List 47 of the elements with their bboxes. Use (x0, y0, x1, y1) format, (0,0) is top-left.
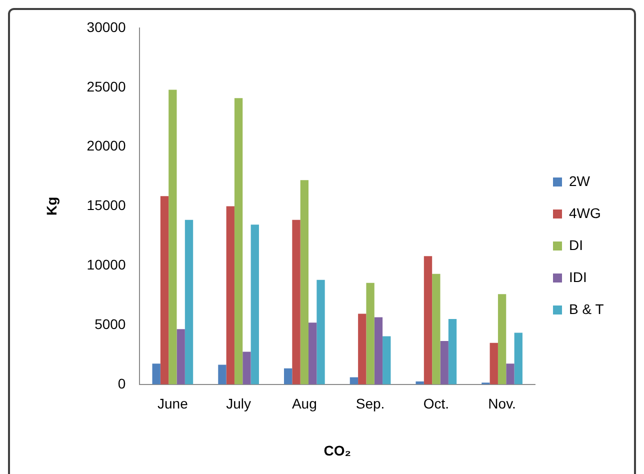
bar (308, 322, 317, 384)
bar (176, 329, 185, 384)
bar (300, 180, 309, 384)
bar (184, 220, 194, 384)
x-tick-label: Sep. (356, 396, 385, 412)
x-tick-label: Oct. (423, 396, 450, 412)
y-axis-title: Kg (43, 196, 60, 216)
y-tick-label: 10000 (86, 256, 126, 272)
x-tick-label: Aug (292, 396, 317, 412)
bar (292, 220, 300, 384)
bar (514, 332, 522, 384)
bar (168, 90, 177, 384)
y-tick-label: 25000 (86, 78, 126, 94)
bar (382, 336, 391, 384)
bar (506, 364, 514, 384)
legend-label: B & T (568, 300, 604, 317)
x-tick-label: Nov. (488, 396, 516, 412)
bar (284, 368, 292, 384)
y-tick-label: 15000 (86, 197, 126, 214)
legend-label: DI (568, 236, 583, 253)
x-tick-label: June (157, 396, 188, 412)
x-tick-label: July (226, 396, 251, 412)
bar (448, 319, 457, 384)
y-tick-label: 5000 (94, 316, 126, 332)
bar (358, 314, 366, 384)
y-tick-label: 20000 (86, 138, 126, 154)
bar (218, 364, 226, 384)
bar (250, 224, 259, 384)
bar (440, 341, 448, 384)
x-axis-title: CO₂ (324, 442, 351, 458)
bar (152, 364, 160, 384)
legend-label: IDI (568, 268, 587, 285)
bar (366, 282, 374, 384)
bar (316, 280, 325, 384)
bar (432, 274, 440, 384)
bar (374, 317, 383, 384)
bar (160, 196, 169, 384)
bar (234, 98, 243, 384)
bar (242, 352, 251, 384)
y-tick-label: 30000 (86, 18, 126, 35)
bar (226, 206, 234, 384)
bar (490, 342, 498, 384)
legend-label: 4WG (568, 204, 601, 221)
legend-label: 2W (568, 172, 591, 189)
bar (498, 294, 506, 384)
y-tick-label: 0 (118, 375, 126, 392)
bar (424, 256, 432, 384)
